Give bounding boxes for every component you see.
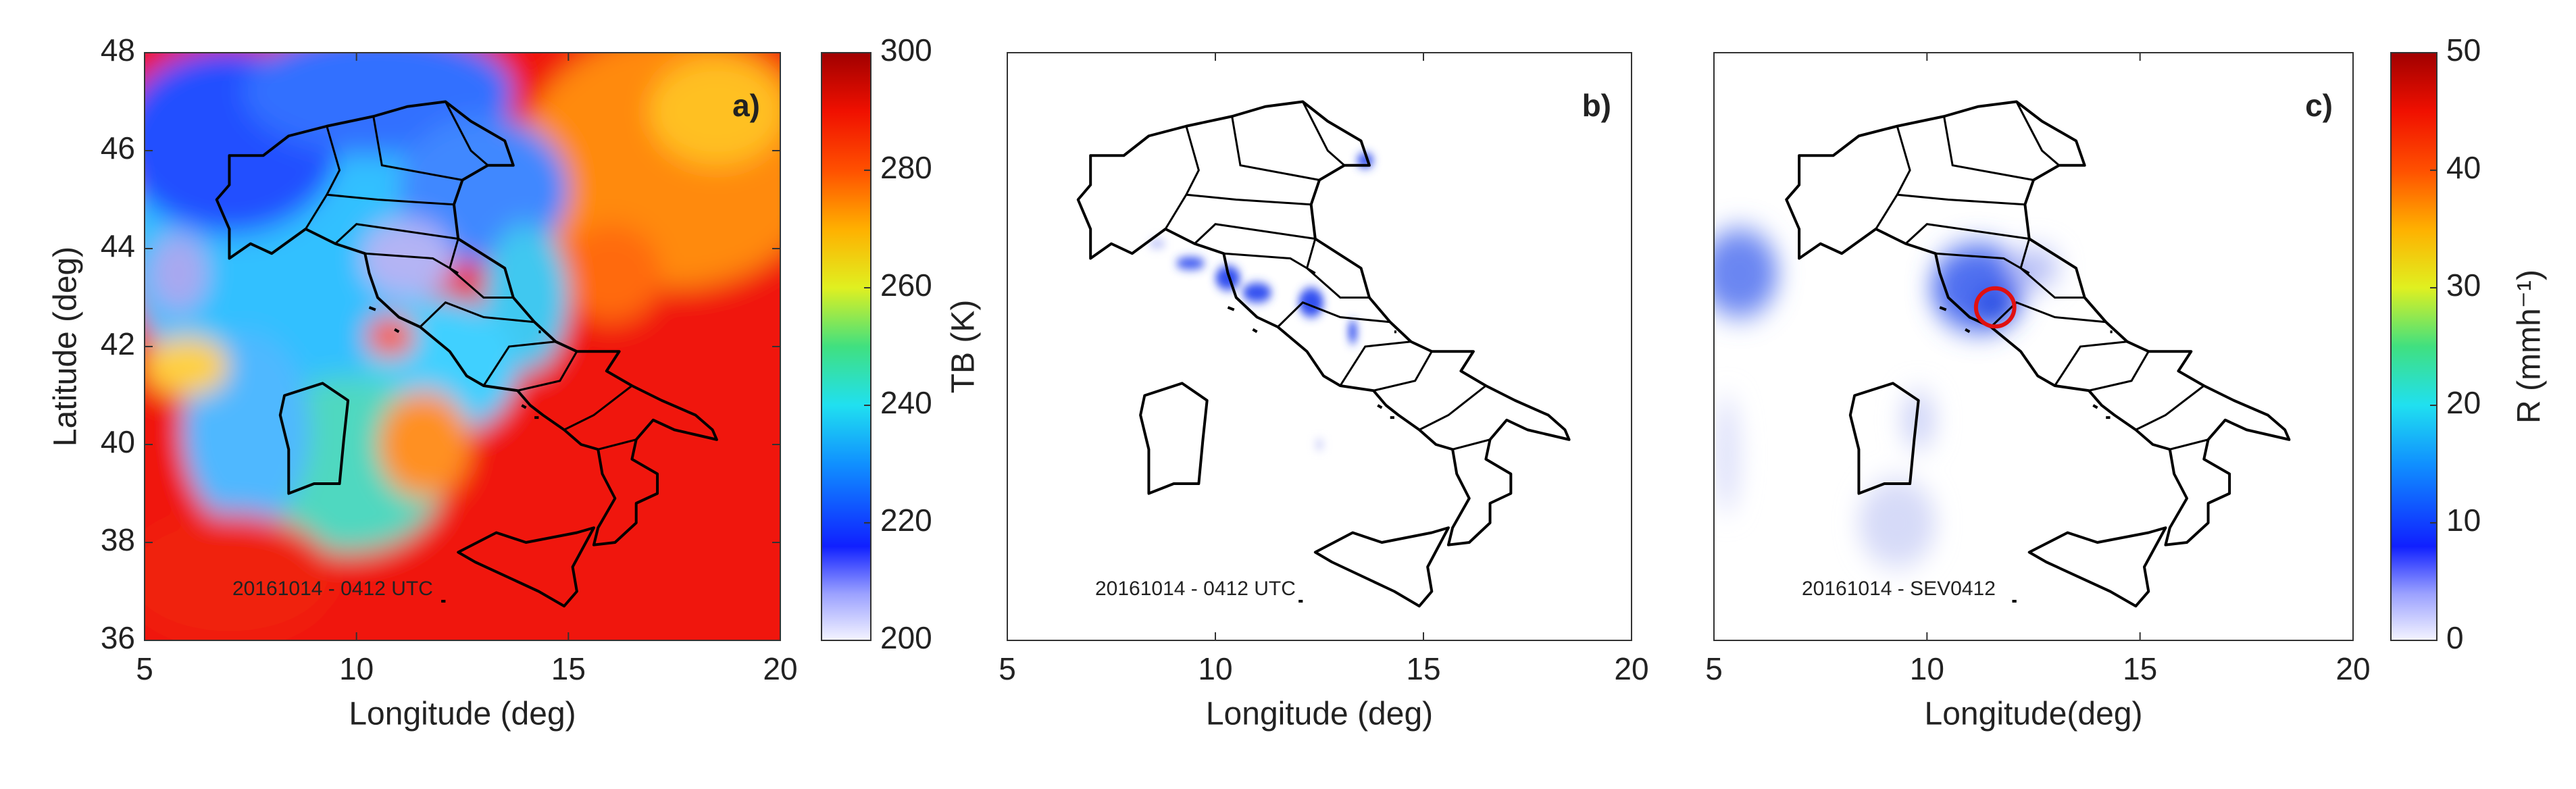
x-tick-label: 15 bbox=[2123, 651, 2157, 686]
colorbar bbox=[2390, 52, 2438, 641]
rain-patch bbox=[1242, 282, 1272, 303]
field-patch bbox=[365, 317, 416, 357]
colorbar-tick-label: 300 bbox=[880, 32, 932, 68]
plot-area bbox=[145, 53, 780, 640]
rain-patch bbox=[1315, 439, 1324, 450]
y-tick-label: 42 bbox=[101, 326, 135, 361]
colorbar-tick-label: 280 bbox=[880, 150, 932, 185]
x-tick-label: 5 bbox=[999, 651, 1016, 686]
y-tick-label: 36 bbox=[101, 620, 135, 655]
colorbar-tick-label: 0 bbox=[2446, 620, 2464, 655]
x-tick-label: 5 bbox=[1705, 651, 1723, 686]
rain-patch bbox=[1176, 257, 1205, 270]
field-patch bbox=[149, 234, 209, 313]
rain-patch bbox=[1859, 478, 1936, 567]
panel-label: a) bbox=[732, 88, 760, 123]
plot-frame bbox=[1007, 52, 1632, 641]
x-tick-label: 20 bbox=[763, 651, 797, 686]
y-tick-label: 38 bbox=[101, 522, 135, 557]
rain-patch bbox=[2008, 249, 2059, 288]
x-axis-label: Longitude (deg) bbox=[349, 696, 576, 732]
colorbar-tick-label: 50 bbox=[2446, 32, 2481, 68]
rain-patches bbox=[1714, 229, 2059, 567]
x-tick-label: 10 bbox=[339, 651, 374, 686]
field-patch bbox=[360, 219, 454, 298]
rain-patch bbox=[1901, 390, 1936, 450]
rain-patch bbox=[1348, 320, 1357, 345]
map-panel-a bbox=[145, 53, 780, 640]
plot-area bbox=[1078, 102, 1569, 607]
x-tick-label: 10 bbox=[1198, 651, 1232, 686]
field-patch bbox=[145, 336, 230, 396]
annotation: 20161014 - 0412 UTC bbox=[1095, 578, 1296, 600]
x-tick-label: 15 bbox=[1406, 651, 1440, 686]
annotation: 20161014 - 0412 UTC bbox=[232, 578, 433, 600]
field-patch bbox=[649, 57, 780, 166]
y-tick-label: 48 bbox=[101, 32, 135, 68]
rain-patch bbox=[1148, 239, 1166, 248]
colorbar bbox=[821, 52, 872, 641]
y-axis-label: Latitude (deg) bbox=[48, 247, 84, 447]
plot-area bbox=[1714, 102, 2289, 607]
colorbar-label: TB (K) bbox=[946, 300, 982, 394]
y-tick-label: 44 bbox=[101, 228, 135, 263]
colorbar-tick-label: 30 bbox=[2446, 268, 2481, 303]
rain-patch bbox=[1215, 265, 1240, 290]
x-axis-label: Longitude(deg) bbox=[1925, 696, 2143, 732]
y-tick-label: 40 bbox=[101, 424, 135, 459]
map-panel-b bbox=[1078, 102, 1569, 607]
brightness-temperature-field bbox=[145, 53, 780, 640]
x-tick-label: 10 bbox=[1910, 651, 1944, 686]
rain-patches bbox=[1148, 153, 1374, 450]
colorbar-tick-label: 20 bbox=[2446, 385, 2481, 420]
annotation: 20161014 - SEV0412 bbox=[1802, 578, 1996, 600]
panel-label: b) bbox=[1582, 88, 1611, 123]
colorbar-tick-label: 260 bbox=[880, 268, 932, 303]
x-tick-label: 20 bbox=[2335, 651, 2370, 686]
x-axis-label: Longitude (deg) bbox=[1206, 696, 1433, 732]
highlight-circle bbox=[1976, 288, 2015, 327]
rain-patch bbox=[1298, 287, 1324, 317]
field-patch bbox=[378, 390, 472, 499]
y-tick-label: 46 bbox=[101, 130, 135, 166]
colorbar-tick-label: 200 bbox=[880, 620, 932, 655]
colorbar-tick-label: 40 bbox=[2446, 150, 2481, 185]
rain-patch bbox=[1714, 395, 1740, 513]
colorbar-tick-label: 10 bbox=[2446, 503, 2481, 538]
x-tick-label: 5 bbox=[136, 651, 153, 686]
rain-patch bbox=[1714, 229, 1778, 317]
colorbar-label: R (mmh⁻¹) bbox=[2512, 270, 2548, 424]
panel-label: c) bbox=[2305, 88, 2333, 123]
x-tick-label: 15 bbox=[551, 651, 586, 686]
field-patch bbox=[145, 513, 336, 640]
map-panel-c bbox=[1714, 102, 2289, 607]
field-patch bbox=[559, 224, 662, 322]
colorbar-tick-label: 240 bbox=[880, 385, 932, 420]
plot-frame bbox=[1713, 52, 2354, 641]
colorbar-tick-label: 220 bbox=[880, 503, 932, 538]
x-tick-label: 20 bbox=[1614, 651, 1648, 686]
italy bbox=[1078, 102, 1569, 607]
rain-patch bbox=[1975, 290, 2015, 325]
